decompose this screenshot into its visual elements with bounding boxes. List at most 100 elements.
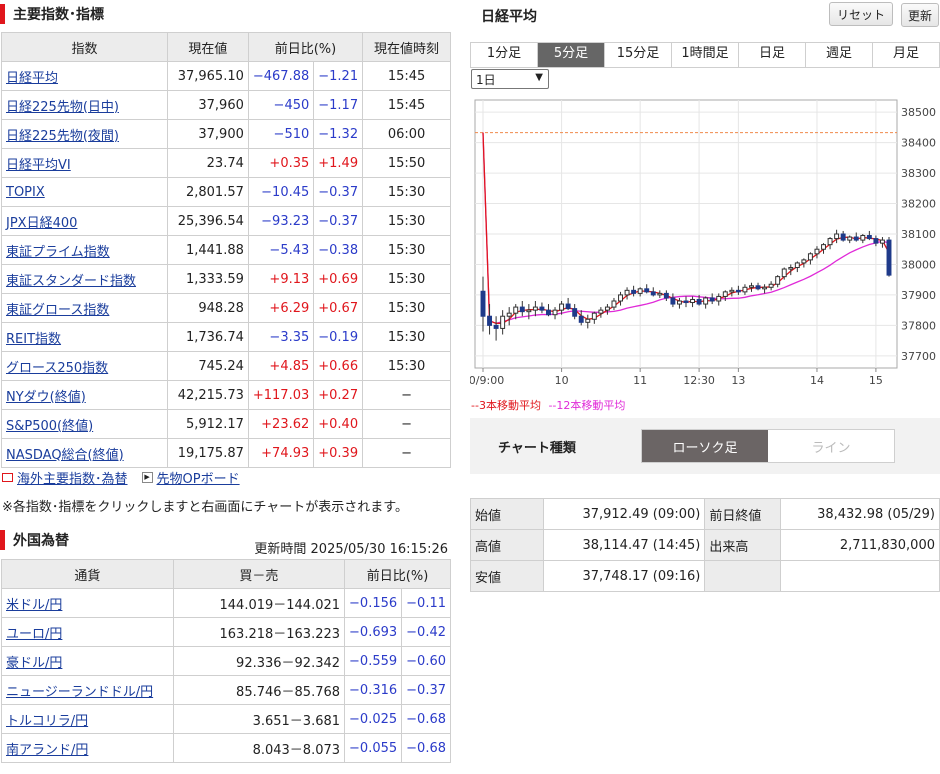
candle-body: [696, 298, 702, 305]
indices-links: 海外主要指数･為替 ▶ 先物OPボード: [2, 468, 240, 487]
index-name-link[interactable]: TOPIX: [6, 184, 45, 200]
index-row[interactable]: NYダウ(終値) 42,215.73 +117.03 +0.27−: [1, 380, 451, 410]
index-row[interactable]: REIT指数 1,736.74 −3.35 −0.19 15:30: [1, 322, 451, 352]
index-name-link[interactable]: 日経225先物(日中): [6, 99, 119, 115]
index-row[interactable]: 日経225先物(夜間) 37,900 −510 −1.32 06:00: [1, 119, 451, 149]
candle-body: [794, 262, 800, 269]
candle-body: [735, 289, 741, 293]
tab-interval[interactable]: 月足: [873, 43, 939, 67]
prev-close-value: 38,432.98 (05/29): [780, 498, 940, 530]
index-name-link[interactable]: 日経平均: [6, 70, 59, 86]
index-change-pct: +0.66: [313, 351, 364, 381]
index-row[interactable]: 東証プライム指数 1,441.88 −5.43 −0.38 15:30: [1, 235, 451, 265]
line-type-button[interactable]: ライン: [768, 430, 894, 462]
index-name-link[interactable]: 東証プライム指数: [6, 244, 110, 260]
candle-type-button[interactable]: ローソク足: [642, 430, 768, 462]
currency-link[interactable]: ユーロ/円: [6, 626, 63, 642]
index-name-cell: 東証スタンダード指数: [1, 264, 168, 294]
index-name-link[interactable]: 東証スタンダード指数: [6, 273, 137, 289]
candle-body: [742, 286, 748, 293]
candle-body: [526, 309, 532, 313]
index-name-link[interactable]: 東証グロース指数: [6, 302, 110, 318]
fx-change: −0.559: [344, 646, 403, 676]
index-row[interactable]: 日経平均VI 23.74 +0.35 +1.49 15:50: [1, 148, 451, 178]
index-row[interactable]: 東証グロース指数 948.28 +6.29 +0.67 15:30: [1, 293, 451, 323]
tab-interval[interactable]: 15分足: [605, 43, 672, 67]
index-value: 25,396.54: [167, 206, 249, 236]
tab-interval[interactable]: 日足: [739, 43, 806, 67]
currency-link[interactable]: 豪ドル/円: [6, 655, 63, 671]
candle-body: [578, 315, 584, 323]
index-name-cell: 東証プライム指数: [1, 235, 168, 265]
index-value: 5,912.17: [167, 409, 249, 439]
index-name-link[interactable]: NYダウ(終値): [6, 389, 86, 405]
index-name-link[interactable]: 日経225先物(夜間): [6, 128, 119, 144]
play-icon: ▶: [141, 472, 153, 483]
index-row[interactable]: S&P500(終値) 5,912.17 +23.62 +0.40−: [1, 409, 451, 439]
index-row[interactable]: JPX日経400 25,396.54 −93.23 −0.37 15:30: [1, 206, 451, 236]
index-change: +117.03: [247, 380, 315, 410]
futures-board-link[interactable]: 先物OPボード: [156, 472, 240, 487]
index-name-cell: 東証グロース指数: [1, 293, 168, 323]
indices-note: ※各指数･指標をクリックしますと右画面にチャートが表示されます。: [2, 500, 408, 515]
candle-body: [519, 306, 525, 313]
fx-row[interactable]: ユーロ/円 163.218－163.223 −0.693 −0.42: [1, 617, 451, 647]
fx-row[interactable]: ニュージーランドドル/円 85.746－85.768 −0.316 −0.37: [1, 675, 451, 705]
index-change-pct: +0.69: [313, 264, 364, 294]
index-row[interactable]: 東証スタンダード指数 1,333.59 +9.13 +0.69 15:30: [1, 264, 451, 294]
fx-table: 通貨 買－売 前日比(%) 米ドル/円 144.019－144.021 −0.156…: [1, 559, 451, 763]
index-name-link[interactable]: REIT指数: [6, 331, 62, 347]
tab-interval[interactable]: 5分足: [538, 43, 605, 67]
index-name-cell: TOPIX: [1, 177, 168, 207]
index-change: +0.35: [247, 148, 315, 178]
candle-body: [781, 268, 787, 278]
fx-row[interactable]: 豪ドル/円 92.336－92.342 −0.559 −0.60: [1, 646, 451, 676]
index-row[interactable]: グロース250指数 745.24 +4.85 +0.66 15:30: [1, 351, 451, 381]
index-change-pct: +0.27: [313, 380, 364, 410]
candle-body: [886, 239, 892, 276]
currency-link[interactable]: 米ドル/円: [6, 597, 63, 613]
reset-button[interactable]: リセット: [829, 2, 893, 26]
index-name-link[interactable]: S&P500(終値): [6, 418, 94, 434]
tab-interval[interactable]: 週足: [806, 43, 873, 67]
candle-body: [532, 306, 538, 311]
candle-body: [604, 306, 610, 311]
chart-type-toggle: ローソク足 ライン: [641, 429, 895, 463]
period-select[interactable]: 1日 ▼: [471, 69, 549, 89]
fx-row[interactable]: トルコリラ/円 3.651－3.681 −0.025 −0.68: [1, 704, 451, 734]
fx-row[interactable]: 米ドル/円 144.019－144.021 −0.156 −0.11: [1, 588, 451, 618]
fx-change: −0.316: [344, 675, 403, 705]
currency-link[interactable]: ニュージーランドドル/円: [6, 684, 154, 700]
index-change: −10.45: [247, 177, 315, 207]
index-name-cell: グロース250指数: [1, 351, 168, 381]
index-name-cell: S&P500(終値): [1, 409, 168, 439]
candle-body: [814, 248, 820, 255]
chart-type-label: チャート種類: [498, 441, 576, 456]
y-tick-label: 37700: [901, 350, 936, 363]
currency-cell: ニュージーランドドル/円: [1, 675, 174, 705]
fx-row[interactable]: 南アランド/円 8.043－8.073 −0.055 −0.68: [1, 733, 451, 763]
index-row[interactable]: 日経225先物(日中) 37,960 −450 −1.17 15:45: [1, 90, 451, 120]
y-tick-label: 37900: [901, 289, 936, 302]
index-name-link[interactable]: JPX日経400: [6, 215, 78, 231]
index-row[interactable]: 日経平均 37,965.10 −467.88 −1.21 15:45: [1, 61, 451, 91]
index-time: 15:30: [362, 293, 451, 323]
candle-body: [670, 297, 676, 305]
currency-link[interactable]: 南アランド/円: [6, 742, 89, 758]
tab-interval[interactable]: 1分足: [471, 43, 538, 67]
candle-body: [565, 303, 571, 310]
refresh-button[interactable]: 更新: [901, 3, 939, 27]
currency-link[interactable]: トルコリラ/円: [6, 713, 89, 729]
candle-body: [493, 324, 499, 329]
index-name-link[interactable]: 日経平均VI: [6, 157, 71, 173]
index-name-link[interactable]: グロース250指数: [6, 360, 109, 376]
index-time: −: [362, 380, 451, 410]
index-value: 37,900: [167, 119, 249, 149]
index-change: −510: [247, 119, 315, 149]
tab-interval[interactable]: 1時間足: [672, 43, 739, 67]
index-name-link[interactable]: NASDAQ総合(終値): [6, 447, 124, 463]
candle-body: [807, 253, 813, 261]
overseas-link[interactable]: 海外主要指数･為替: [17, 472, 128, 487]
index-row[interactable]: TOPIX 2,801.57 −10.45 −0.37 15:30: [1, 177, 451, 207]
index-row[interactable]: NASDAQ総合(終値) 19,175.87 +74.93 +0.39−: [1, 438, 451, 468]
